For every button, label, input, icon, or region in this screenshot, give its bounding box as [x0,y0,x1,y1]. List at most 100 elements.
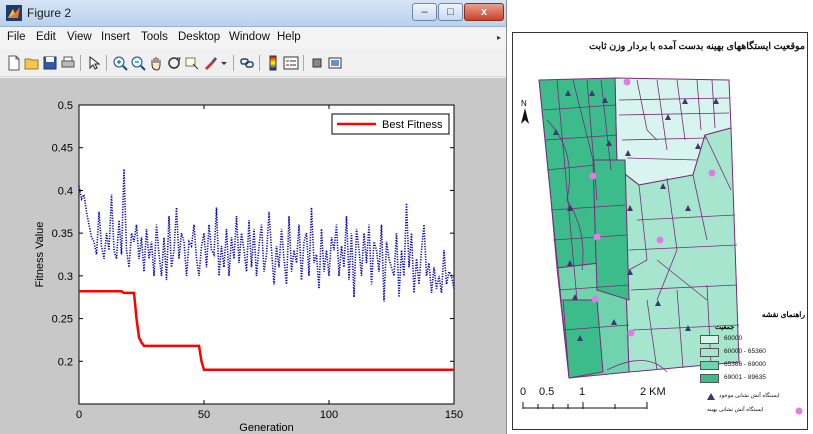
window-title: Figure 2 [27,6,72,20]
map-frame [512,32,808,430]
menu-help[interactable]: Help [277,31,301,43]
existing-station-icon [695,143,701,149]
brush-icon[interactable] [202,55,218,71]
y-tick-label: 0.25 [52,314,73,326]
menu-bar: File Edit View Insert Tools Desktop Wind… [0,27,506,49]
scale-label-half: 0.5 [539,386,555,398]
close-button[interactable]: x [464,3,504,21]
scale-bar [522,402,648,409]
existing-station-icon [655,300,661,306]
optimal-station-icon [593,233,601,241]
maximize-button[interactable]: □ [438,3,463,21]
legend-existing-label: ایستگاه آتش نشانی موجود [719,393,780,399]
triangle-symbol-icon [707,393,715,400]
y-tick-label: 0.3 [58,271,73,283]
open-file-icon[interactable] [24,55,40,71]
menu-insert[interactable]: Insert [101,31,130,43]
minimize-button[interactable]: – [412,3,437,21]
pointer-icon[interactable] [86,55,102,71]
zone-south-west [562,299,604,379]
existing-station-icon [665,114,671,120]
new-figure-icon[interactable] [6,55,22,71]
figure-canvas: 0 50 100 150 0.2 0.25 0.3 0.35 0.4 0.45 0.5 Generat… [0,78,506,434]
existing-station-icon [567,205,573,211]
menu-dock-arrow-icon[interactable]: ▸ [496,33,501,42]
existing-station-icon [577,335,583,341]
pan-icon[interactable] [148,55,164,71]
y-tick-label: 0.45 [52,143,73,155]
figure-window: Figure 2 – □ x File Edit View Insert Too… [0,0,507,434]
existing-station-icon [602,97,608,103]
optimal-station-icon [623,78,631,86]
menu-tools[interactable]: Tools [141,31,168,43]
map-panel: موقعیت ایستگاههای بهینه بدست آمده با برد… [507,0,813,434]
existing-station-icon [682,98,688,104]
menu-view[interactable]: View [67,31,92,43]
legend-title: راهنمای نقشه [761,310,805,319]
hide-plot-tools-icon[interactable] [309,55,325,71]
y-tick-label: 0.35 [52,228,73,240]
show-plot-tools-icon[interactable] [327,55,343,71]
optimal-station-icon [591,295,599,303]
existing-station-icon [660,183,666,189]
existing-station-icon [627,269,633,275]
toolbar-separator [80,55,81,71]
y-axis-label: Fitness Value [34,222,46,288]
scale-label-2km: 2 KM [640,386,666,398]
existing-station-icon [606,140,612,146]
y-tick-label: 0.5 [58,100,73,112]
legend-swatch [700,335,719,344]
fitness-chart: 0 50 100 150 0.2 0.25 0.3 0.35 0.4 0.45 0.5 Generat… [34,100,463,434]
legend-swatch [700,374,719,383]
legend-icon[interactable] [283,55,299,71]
legend-optimal-label: ایستگاه آتش نشانی بهینه [707,407,764,413]
menu-desktop[interactable]: Desktop [178,31,221,43]
zoom-in-icon[interactable] [112,55,128,71]
menu-file[interactable]: File [7,31,26,43]
existing-station-icon [589,90,595,96]
toolbar-separator [259,55,260,71]
y-tick-label: 0.4 [58,185,73,197]
existing-station-icon [553,129,559,135]
plot-area [78,104,455,405]
rotate-3d-icon[interactable] [166,55,182,71]
print-icon[interactable] [60,55,76,71]
title-bar[interactable]: Figure 2 – □ x [0,0,506,27]
colorbar-icon[interactable] [265,55,281,71]
north-label: N [521,99,527,108]
brush-dropdown-icon[interactable] [220,55,228,71]
map-title: موقعیت ایستگاههای بهینه بدست آمده با برد… [589,41,805,52]
save-icon[interactable] [42,55,58,71]
legend-class-label: 65366 - 69000 [724,361,766,368]
legend-swatch [700,361,719,370]
existing-station-icon [625,150,631,156]
x-axis-label: Generation [239,422,293,434]
optimal-station-icon [708,169,716,177]
toolbar-separator [303,55,304,71]
data-cursor-icon[interactable] [184,55,200,71]
existing-station-icon [713,98,719,104]
link-icon[interactable] [239,55,255,71]
map-drawing: N [521,77,740,409]
x-tick-label: 0 [76,409,82,421]
legend-label: Best Fitness [382,119,443,131]
toolbar-separator [233,55,234,71]
matlab-icon [6,5,22,21]
optimal-stations [589,78,716,337]
legend-box [331,113,450,135]
optimal-station-icon [656,236,664,244]
x-tick-label: 150 [445,409,463,421]
menu-window[interactable]: Window [229,31,270,43]
menu-edit[interactable]: Edit [36,31,56,43]
legend-subtitle: جمعیت [715,324,735,331]
y-tick-label: 0.2 [58,356,73,368]
existing-station-icon [565,90,571,96]
circle-symbol-icon [795,407,803,415]
scale-label-0: 0 [520,386,527,398]
legend-swatch [700,348,719,357]
zoom-out-icon[interactable] [130,55,146,71]
series-line-1 [78,169,455,302]
existing-station-icon [567,260,573,266]
legend-class-label: 60000 [724,335,743,342]
toolbar-separator [106,55,107,71]
